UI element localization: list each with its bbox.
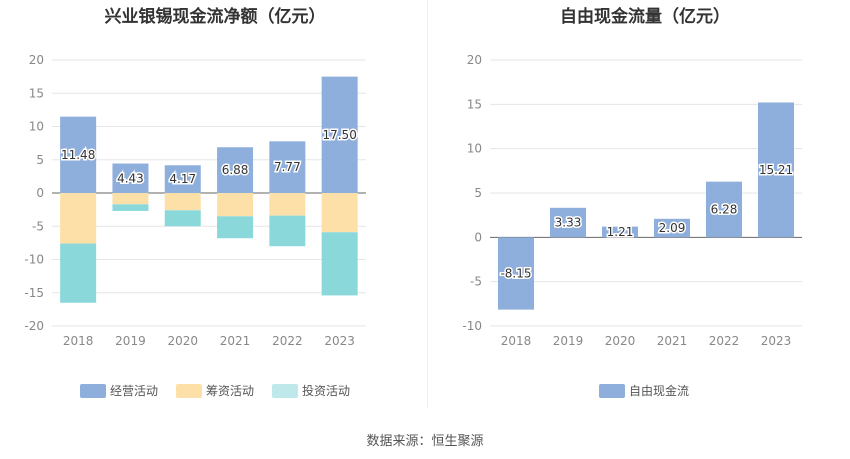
left-bar-2 (112, 193, 149, 205)
right-bar-1 (706, 181, 742, 238)
left-bar-1 (321, 76, 358, 193)
right-y-tick-label: -5 (470, 275, 482, 289)
left-bar-3 (269, 215, 306, 247)
legend-swatch-operating (80, 383, 106, 398)
left-bar-3 (217, 216, 254, 239)
legend-item-financing[interactable]: 筹资活动 (176, 382, 254, 399)
left-x-tick-label: 2019 (115, 334, 146, 348)
left-bar-3 (60, 243, 97, 303)
right-x-tick-label: 2022 (709, 334, 740, 348)
left-bar-2 (60, 193, 97, 244)
right-x-tick-label: 2021 (657, 334, 688, 348)
right-y-tick-label: 5 (474, 186, 482, 200)
left-bar-3 (164, 210, 201, 227)
left-bar-1 (112, 163, 149, 193)
legend-swatch-free-cash-flow (599, 383, 625, 398)
left-y-tick-label: 0 (36, 186, 44, 200)
left-y-tick-label: -10 (24, 253, 44, 267)
right-y-tick-label: 20 (467, 53, 482, 67)
right-bar-1 (498, 237, 534, 310)
chart-divider (427, 0, 428, 408)
left-data-label: 11.48 (61, 148, 95, 162)
right-y-tick-label: 10 (467, 142, 482, 156)
left-data-label: 6.88 (222, 163, 249, 177)
right-y-tick-label: 0 (474, 230, 482, 244)
right-chart-legend: 自由现金流 (599, 382, 689, 399)
left-chart-legend: 经营活动 筹资活动 投资活动 (80, 382, 350, 399)
right-bar-1 (758, 102, 794, 238)
left-y-tick-label: 20 (29, 53, 44, 67)
right-bar-1 (550, 207, 586, 238)
left-bar-1 (60, 116, 97, 193)
left-y-tick-label: -20 (24, 319, 44, 333)
legend-item-operating[interactable]: 经营活动 (80, 382, 158, 399)
left-x-tick-label: 2023 (324, 334, 355, 348)
left-data-label: 4.17 (169, 172, 196, 186)
right-x-tick-label: 2018 (501, 334, 532, 348)
legend-label-financing: 筹资活动 (206, 384, 255, 398)
legend-label-investing: 投资活动 (302, 384, 351, 398)
right-bar-1 (654, 218, 690, 238)
left-bar-1 (164, 165, 201, 193)
legend-swatch-financing (176, 383, 203, 398)
right-x-tick-label: 2020 (605, 334, 636, 348)
left-bar-1 (269, 141, 306, 193)
right-data-label: 6.28 (711, 202, 738, 216)
legend-item-free-cash-flow[interactable]: 自由现金流 (599, 382, 689, 399)
left-y-tick-label: 10 (29, 120, 44, 134)
left-bar-3 (112, 204, 149, 211)
left-bar-3 (321, 232, 358, 296)
right-y-tick-label: -10 (462, 319, 482, 333)
right-bar-1 (602, 226, 638, 238)
right-data-label: 3.33 (555, 216, 582, 230)
left-y-tick-label: -15 (24, 286, 44, 300)
left-chart-title: 兴业银锡现金流净额（亿元） (104, 7, 326, 27)
left-bar-2 (217, 193, 254, 217)
right-data-label: 1.21 (607, 225, 634, 239)
left-x-tick-label: 2022 (272, 334, 303, 348)
left-x-tick-label: 2021 (220, 334, 251, 348)
left-x-tick-label: 2018 (63, 334, 94, 348)
left-bar-2 (164, 193, 201, 211)
legend-item-investing[interactable]: 投资活动 (272, 382, 350, 399)
right-x-tick-label: 2023 (761, 334, 792, 348)
right-data-label: 15.21 (759, 163, 793, 177)
left-data-label: 7.77 (274, 160, 301, 174)
right-chart-title: 自由现金流量（亿元） (560, 7, 730, 27)
left-y-tick-label: -5 (32, 219, 44, 233)
right-data-label: 2.09 (659, 221, 686, 235)
left-y-tick-label: 5 (36, 153, 44, 167)
legend-label-free-cash-flow: 自由现金流 (629, 384, 690, 398)
left-bar-1 (217, 147, 254, 193)
legend-swatch-investing (272, 383, 299, 398)
data-source-note: 数据来源：恒生聚源 (366, 434, 484, 449)
left-bar-2 (321, 193, 358, 233)
left-y-tick-label: 15 (29, 86, 44, 100)
left-bar-2 (269, 193, 306, 216)
right-x-tick-label: 2019 (553, 334, 584, 348)
right-data-label: -8.15 (500, 266, 531, 280)
left-x-tick-label: 2020 (167, 334, 198, 348)
left-data-label: 17.50 (322, 128, 356, 142)
right-y-tick-label: 15 (467, 97, 482, 111)
legend-label-operating: 经营活动 (110, 384, 159, 398)
left-data-label: 4.43 (117, 171, 144, 185)
